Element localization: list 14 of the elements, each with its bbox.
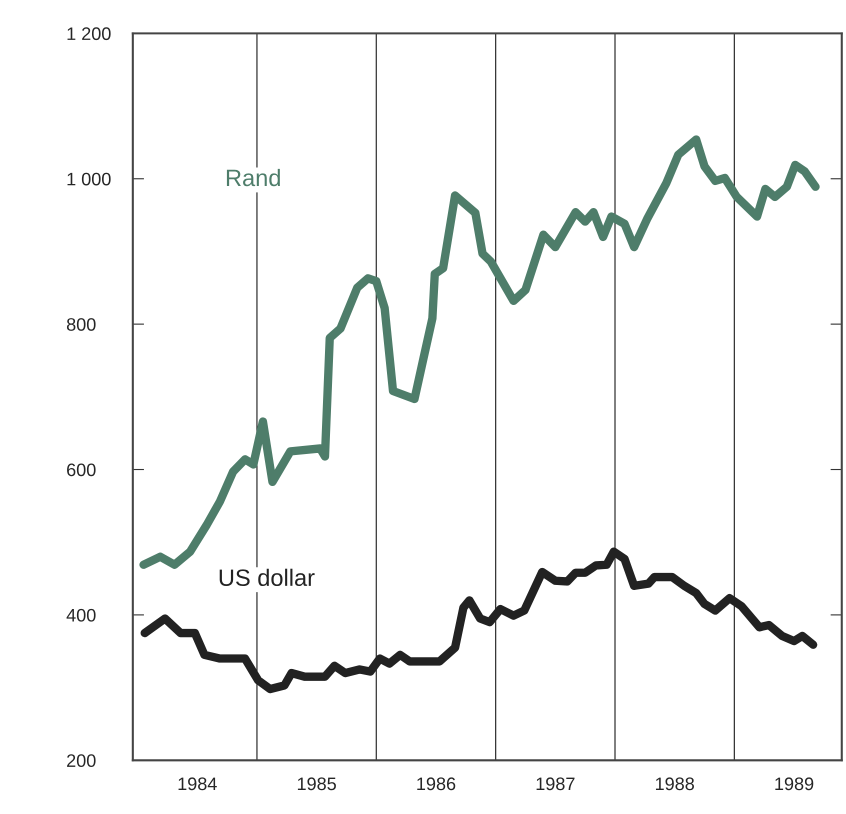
y-tick-label: 200 bbox=[67, 754, 96, 767]
text: US dollar bbox=[220, 568, 315, 586]
y-tick-label: 1 200 bbox=[68, 27, 111, 40]
y-tick-label: 800 bbox=[66, 318, 96, 331]
y-tick-label: 600 bbox=[67, 463, 96, 476]
y-tick-label: 400 bbox=[66, 608, 96, 622]
x-tick-label: 1985 bbox=[298, 777, 336, 790]
x-tick-label: 1987 bbox=[536, 777, 575, 790]
y-tick-label: 1 000 bbox=[68, 172, 111, 186]
x-tick-label: 1986 bbox=[417, 777, 456, 790]
x-tick-label: 1988 bbox=[656, 777, 694, 790]
x-tick-label: 1984 bbox=[178, 777, 217, 790]
x-tick-label: 1989 bbox=[775, 777, 814, 790]
text: Rand bbox=[226, 168, 280, 186]
